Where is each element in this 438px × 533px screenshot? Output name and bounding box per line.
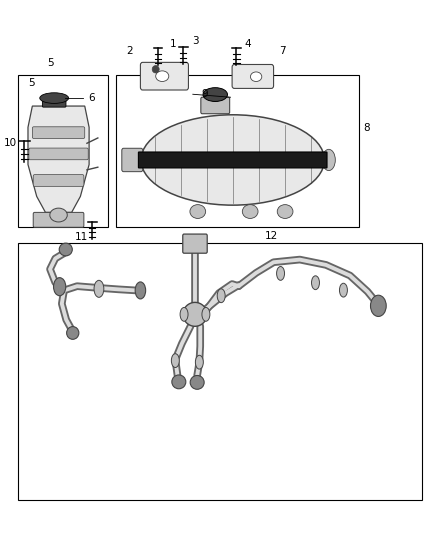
Ellipse shape [180, 308, 188, 321]
Ellipse shape [171, 354, 179, 368]
Ellipse shape [94, 280, 104, 297]
FancyBboxPatch shape [183, 234, 207, 253]
Ellipse shape [251, 72, 262, 82]
Text: 8: 8 [363, 123, 370, 133]
Polygon shape [28, 106, 89, 212]
Text: 5: 5 [48, 59, 54, 68]
FancyBboxPatch shape [33, 175, 84, 187]
Text: 12: 12 [265, 231, 278, 241]
Text: 2: 2 [126, 46, 133, 56]
FancyBboxPatch shape [32, 127, 85, 139]
FancyBboxPatch shape [141, 62, 188, 90]
Ellipse shape [217, 289, 225, 303]
Ellipse shape [322, 149, 336, 171]
Ellipse shape [53, 278, 66, 296]
Ellipse shape [190, 205, 205, 219]
Bar [18, 75, 108, 227]
Ellipse shape [172, 375, 186, 389]
Ellipse shape [40, 93, 69, 103]
Ellipse shape [276, 266, 285, 280]
FancyBboxPatch shape [29, 148, 88, 160]
FancyBboxPatch shape [232, 64, 274, 88]
Ellipse shape [141, 115, 325, 205]
FancyBboxPatch shape [42, 95, 66, 107]
Text: 10: 10 [4, 138, 17, 148]
Text: 11: 11 [75, 232, 88, 243]
Ellipse shape [59, 243, 72, 256]
Text: 7: 7 [279, 46, 286, 56]
Ellipse shape [277, 205, 293, 219]
Ellipse shape [311, 276, 319, 289]
Ellipse shape [202, 308, 210, 321]
Bar [117, 75, 359, 227]
Ellipse shape [135, 282, 146, 299]
Ellipse shape [183, 302, 207, 326]
Ellipse shape [190, 375, 204, 389]
Ellipse shape [203, 87, 227, 101]
Ellipse shape [242, 205, 258, 219]
Text: 9: 9 [201, 89, 208, 99]
Ellipse shape [152, 66, 159, 73]
Ellipse shape [195, 356, 203, 369]
Ellipse shape [155, 71, 169, 82]
Text: 5: 5 [28, 78, 35, 88]
Text: 6: 6 [88, 93, 95, 103]
Text: 1: 1 [170, 39, 177, 49]
Ellipse shape [339, 283, 347, 297]
FancyBboxPatch shape [122, 148, 143, 172]
Ellipse shape [371, 295, 386, 317]
Bar [18, 243, 422, 500]
FancyBboxPatch shape [138, 152, 327, 168]
Text: 3: 3 [192, 36, 198, 45]
Ellipse shape [50, 208, 67, 222]
Text: 4: 4 [244, 39, 251, 49]
FancyBboxPatch shape [33, 212, 84, 227]
FancyBboxPatch shape [201, 97, 230, 114]
Ellipse shape [67, 327, 79, 340]
